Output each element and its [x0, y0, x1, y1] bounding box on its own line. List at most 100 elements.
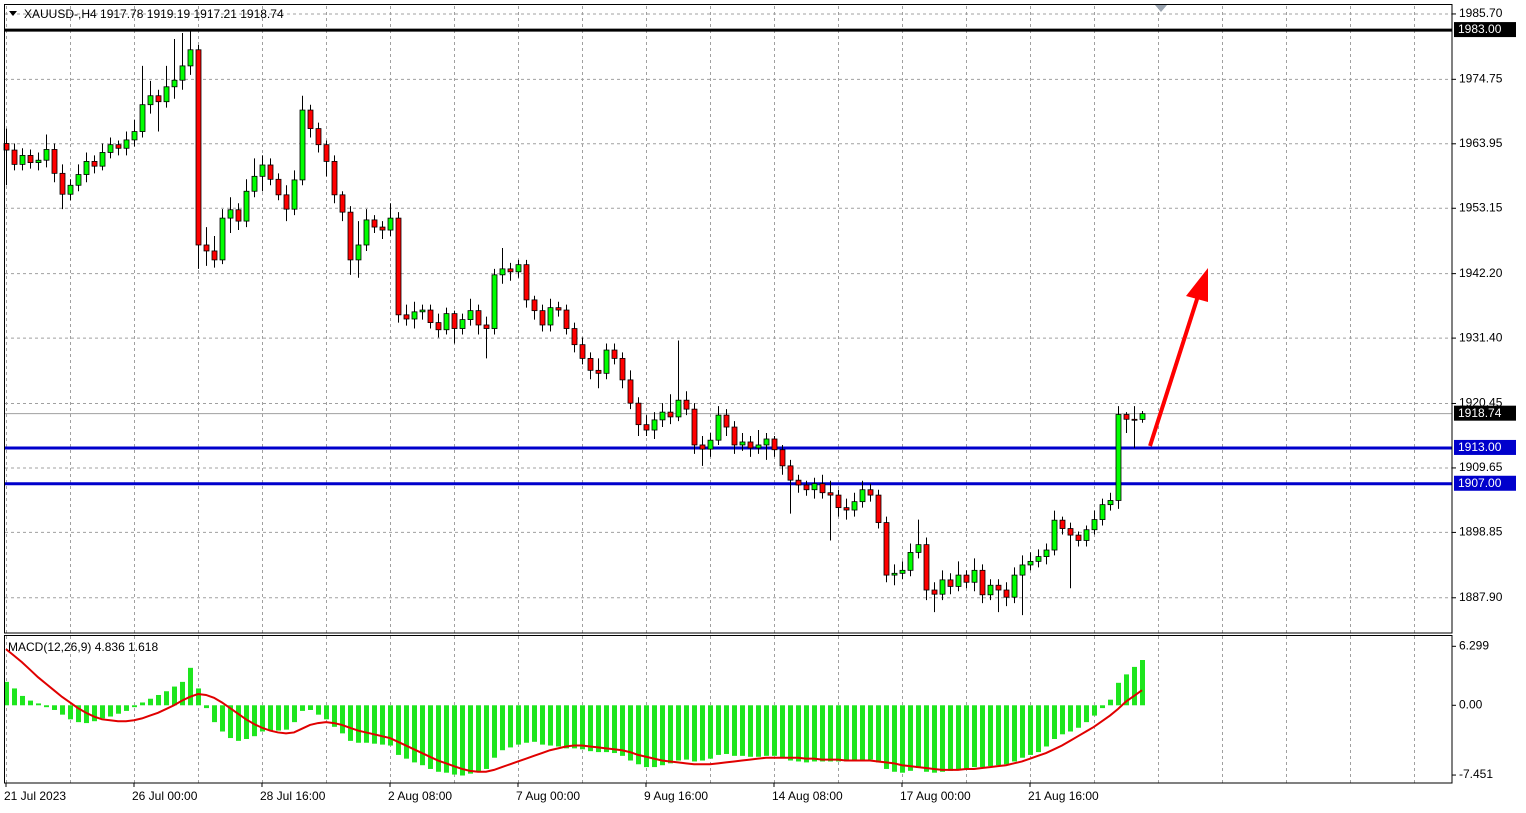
macd-name: MACD(12,26,9) [8, 640, 91, 654]
macd-bar [492, 705, 497, 758]
macd-bar [228, 705, 233, 739]
candle-body [1035, 556, 1042, 562]
macd-bar [572, 705, 577, 749]
candle-body [659, 411, 666, 421]
candle-body [515, 264, 522, 273]
macd-bar [524, 705, 529, 743]
macd-bar [796, 705, 801, 762]
candle-body [547, 307, 554, 326]
macd-bar [28, 700, 33, 706]
candle-body [803, 484, 810, 491]
candle-body [1083, 529, 1090, 541]
candle-body [923, 544, 930, 591]
macd-header: MACD(12,26,9) 4.836 1.618 [8, 640, 158, 654]
candle-body [1075, 534, 1082, 541]
macd-bar [644, 705, 649, 768]
signal-value: 1.618 [128, 640, 158, 654]
macd-bar [540, 705, 545, 745]
candle-body [947, 579, 954, 587]
candle-body [963, 574, 970, 583]
macd-bar [780, 705, 785, 758]
macd-bar [908, 705, 913, 771]
candle-body [811, 483, 818, 491]
macd-bar [1060, 705, 1065, 735]
macd-bar [604, 705, 609, 753]
macd-bar [388, 705, 393, 746]
macd-bar [820, 705, 825, 762]
candle-body [19, 155, 26, 165]
macd-bar [1076, 705, 1081, 728]
macd-bar [972, 705, 977, 768]
macd-bar [660, 705, 665, 766]
macd-bar [548, 705, 553, 746]
candle-body [139, 104, 146, 132]
shift-marker [1155, 5, 1167, 12]
level-label-box [1454, 22, 1516, 38]
x-tick-label: 14 Aug 08:00 [772, 789, 843, 803]
level-label: 1913.00 [1458, 440, 1502, 454]
candle-body [603, 349, 610, 374]
macd-bar [1124, 674, 1129, 706]
candle-body [827, 492, 834, 496]
macd-bar [1132, 666, 1137, 706]
x-tick-label: 21 Jul 2023 [4, 789, 66, 803]
candle-body [907, 552, 914, 571]
candle-body [995, 584, 1002, 591]
macd-bar [236, 705, 241, 741]
macd-bar [12, 688, 17, 706]
candle-body [1003, 589, 1010, 598]
x-tick-label: 28 Jul 16:00 [260, 789, 326, 803]
candle-body [1123, 414, 1130, 420]
macd-bar [212, 705, 217, 723]
low-value: 1917.21 [194, 7, 238, 21]
candle-body [419, 309, 426, 313]
candle-body [707, 439, 714, 450]
candle-body [299, 109, 306, 181]
signal-line [5, 648, 1143, 773]
candle-body [779, 449, 786, 467]
macd-bar [884, 705, 889, 769]
candle-body [1099, 504, 1106, 520]
candle-body [147, 95, 154, 106]
candle-body [227, 209, 234, 219]
macd-bar [916, 705, 921, 769]
macd-bar [4, 681, 9, 706]
macd-bar [292, 705, 297, 723]
macd-bar [924, 705, 929, 772]
macd-bar [36, 703, 41, 706]
candle-body [843, 507, 850, 511]
x-tick-label: 7 Aug 00:00 [516, 789, 580, 803]
candle-body [955, 574, 962, 587]
macd-bar [380, 705, 385, 745]
candle-body [75, 174, 82, 186]
x-tick-label: 17 Aug 00:00 [900, 789, 971, 803]
candle-body [507, 268, 514, 273]
macd-bar [140, 702, 145, 706]
macd-bar [956, 705, 961, 770]
y-tick-label: 1887.90 [1459, 590, 1503, 604]
macd-bar [876, 705, 881, 763]
candle-body [267, 164, 274, 180]
header: XAUUSD-,H4 1917.78 1919.19 1917.21 1918.… [24, 7, 284, 21]
candle-body [451, 313, 458, 329]
candle-body [1043, 549, 1050, 557]
candle-body [123, 139, 130, 149]
macd-value: 4.836 [95, 640, 125, 654]
candle-body [715, 414, 722, 441]
macd-bar [252, 705, 257, 737]
candle-body [211, 250, 218, 261]
candle-body [395, 217, 402, 316]
candle-body [443, 313, 450, 331]
candle-body [795, 479, 802, 486]
candle-body [259, 164, 266, 177]
candle-body [91, 161, 98, 167]
macd-bar [276, 705, 281, 731]
candle-body [83, 161, 90, 175]
macd-bar [636, 705, 641, 765]
annotation-arrow [1148, 295, 1200, 447]
candle-body [251, 175, 258, 192]
candle-body [787, 465, 794, 481]
macd-bar [284, 705, 289, 730]
macd-bar [940, 705, 945, 772]
candle-body [859, 489, 866, 503]
